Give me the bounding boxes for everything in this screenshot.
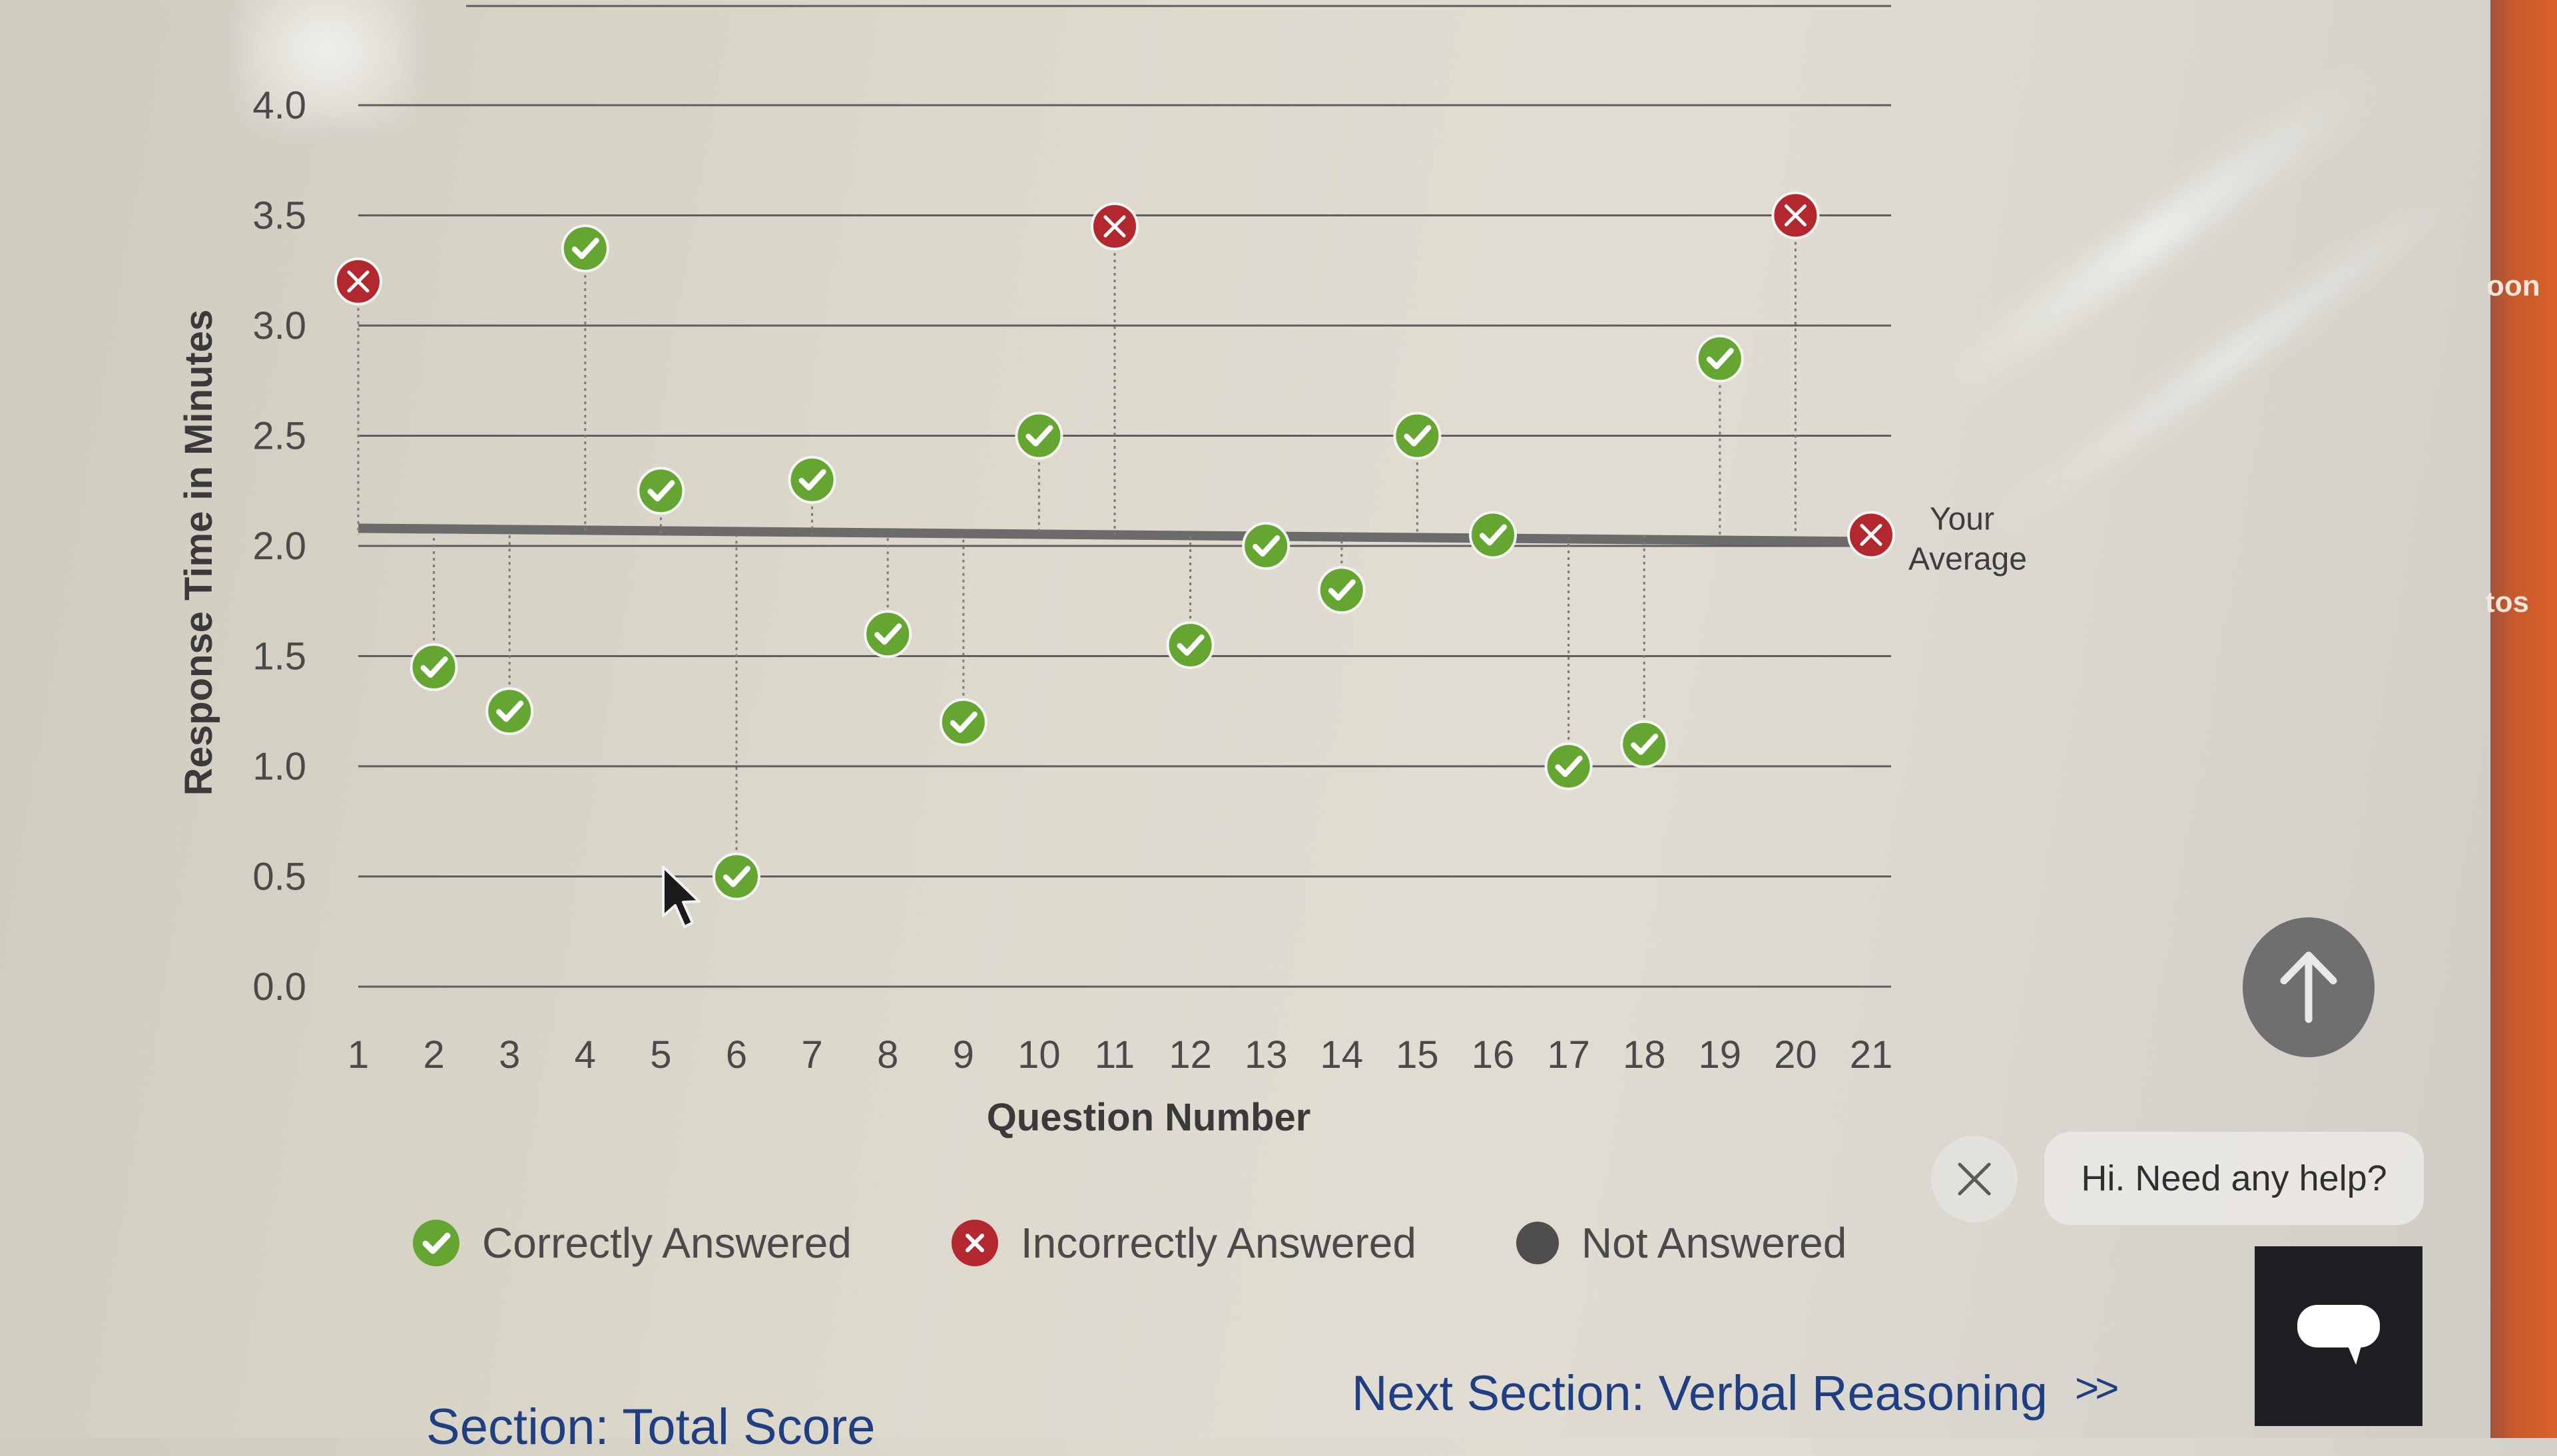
x-tick-label: 9 [953, 1033, 974, 1077]
data-point-q8 [864, 610, 912, 658]
check-icon [950, 711, 978, 733]
chart-legend: Correctly Answered Incorrectly Answered … [413, 1218, 1847, 1268]
chat-button[interactable] [2255, 1246, 2422, 1426]
x-tick-label: 13 [1245, 1033, 1288, 1077]
average-label: Average [1908, 541, 2027, 577]
arrow-up-icon [2280, 951, 2337, 1023]
check-icon [647, 480, 675, 502]
check-icon [413, 1220, 459, 1266]
section-total-score-link[interactable]: Section: Total Score [426, 1399, 876, 1455]
chat-icon [2297, 1305, 2380, 1365]
background-text-fragment: oon [2486, 270, 2540, 302]
cross-icon [347, 270, 370, 293]
x-tick-label: 18 [1623, 1033, 1666, 1077]
data-point-q7 [788, 455, 836, 504]
background-text-fragment: tos [2485, 586, 2529, 618]
legend-item-not-answered: Not Answered [1516, 1218, 1847, 1268]
circle-icon [1516, 1222, 1559, 1264]
check-icon [420, 656, 448, 678]
check-icon [874, 623, 902, 645]
help-message-bubble[interactable]: Hi. Need any help? [2044, 1132, 2424, 1225]
y-tick-label: 3.0 [252, 304, 306, 348]
check-icon [723, 865, 750, 887]
check-icon [1025, 425, 1053, 447]
check-icon [1404, 425, 1432, 447]
x-tick-label: 15 [1396, 1033, 1439, 1077]
data-point-q12 [1166, 620, 1215, 669]
check-icon [798, 469, 826, 491]
x-tick-label: 3 [499, 1033, 520, 1077]
data-point-q10 [1015, 411, 1063, 460]
check-icon [571, 238, 599, 260]
x-tick-label: 11 [1095, 1033, 1135, 1077]
x-tick-label: 20 [1774, 1033, 1817, 1077]
legend-label-not-answered: Not Answered [1581, 1219, 1847, 1267]
y-tick-label: 3.5 [252, 194, 306, 238]
legend-item-incorrect: Incorrectly Answered [951, 1218, 1416, 1268]
check-icon [1555, 756, 1583, 777]
data-point-q14 [1317, 566, 1366, 614]
data-point-q17 [1544, 742, 1593, 790]
check-icon [1253, 535, 1280, 557]
double-chevron-right-icon[interactable]: >> [2075, 1365, 2119, 1411]
x-tick-label: 16 [1472, 1033, 1515, 1077]
legend-label-incorrect: Incorrectly Answered [1020, 1219, 1416, 1267]
close-help-button[interactable] [1931, 1136, 2018, 1222]
x-tick-label: 4 [575, 1033, 596, 1077]
legend-label-correct: Correctly Answered [482, 1219, 852, 1267]
x-tick-label: 10 [1017, 1033, 1061, 1077]
data-point-q18 [1620, 720, 1669, 768]
mouse-cursor [659, 864, 706, 933]
x-tick-label: 6 [726, 1033, 747, 1077]
x-tick-label: 2 [423, 1033, 444, 1077]
y-tick-label: 1.0 [252, 745, 306, 788]
legend-item-correct: Correctly Answered [413, 1218, 852, 1268]
x-tick-label: 12 [1169, 1033, 1212, 1077]
next-section-link[interactable]: Next Section: Verbal Reasoning [1352, 1365, 2048, 1421]
data-point-q15 [1393, 411, 1442, 460]
y-tick-label: 0.5 [252, 855, 306, 899]
close-icon [1958, 1162, 1991, 1196]
cross-icon [1784, 204, 1807, 226]
x-tick-label: 21 [1850, 1033, 1893, 1077]
background-window-edge: oon tos [2485, 0, 2557, 1438]
data-point-q3 [485, 687, 534, 736]
check-icon [1706, 348, 1734, 369]
cross-icon [951, 1220, 998, 1266]
x-tick-label: 5 [650, 1033, 671, 1077]
y-axis-title: Response Time in Minutes [177, 310, 220, 796]
data-point-q16 [1469, 511, 1517, 559]
x-tick-label: 7 [801, 1033, 822, 1077]
y-tick-label: 1.5 [252, 635, 306, 678]
average-label: Your [1930, 501, 1994, 537]
cross-icon [1860, 523, 1882, 546]
data-point-q2 [410, 643, 458, 692]
x-tick-label: 14 [1320, 1033, 1364, 1077]
y-tick-label: 4.0 [252, 84, 306, 127]
check-icon [1480, 524, 1507, 546]
y-tick-label: 2.0 [252, 525, 306, 568]
x-tick-label: 8 [877, 1033, 898, 1077]
y-tick-label: 2.5 [252, 415, 306, 458]
data-point-q4 [561, 224, 609, 273]
check-icon [496, 700, 524, 722]
data-point-q6 [712, 852, 760, 901]
scroll-to-top-button[interactable] [2243, 917, 2375, 1057]
data-point-q13 [1242, 522, 1290, 570]
check-icon [1631, 733, 1659, 755]
data-point-q19 [1695, 334, 1744, 383]
check-icon [1177, 634, 1205, 656]
x-tick-label: 1 [348, 1033, 369, 1077]
data-point-q5 [637, 467, 685, 515]
y-tick-label: 0.0 [252, 965, 306, 1009]
x-axis-title: Question Number [987, 1096, 1311, 1139]
data-point-q9 [939, 698, 988, 746]
cross-icon [1103, 215, 1126, 238]
check-icon [1328, 579, 1356, 601]
x-tick-label: 17 [1547, 1033, 1590, 1077]
x-tick-label: 19 [1699, 1033, 1742, 1077]
